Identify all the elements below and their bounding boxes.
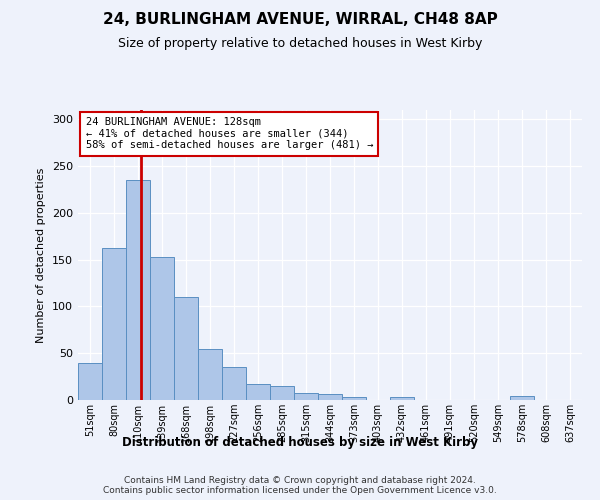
Bar <box>222 368 246 400</box>
Bar <box>78 362 102 400</box>
Bar <box>246 384 270 400</box>
Text: Size of property relative to detached houses in West Kirby: Size of property relative to detached ho… <box>118 38 482 51</box>
Bar <box>174 297 198 400</box>
Text: 24 BURLINGHAM AVENUE: 128sqm
← 41% of detached houses are smaller (344)
58% of s: 24 BURLINGHAM AVENUE: 128sqm ← 41% of de… <box>86 117 373 150</box>
Bar <box>390 397 414 400</box>
Text: Distribution of detached houses by size in West Kirby: Distribution of detached houses by size … <box>122 436 478 449</box>
Text: 24, BURLINGHAM AVENUE, WIRRAL, CH48 8AP: 24, BURLINGHAM AVENUE, WIRRAL, CH48 8AP <box>103 12 497 28</box>
Bar <box>510 396 534 400</box>
Text: Contains HM Land Registry data © Crown copyright and database right 2024.
Contai: Contains HM Land Registry data © Crown c… <box>103 476 497 495</box>
Y-axis label: Number of detached properties: Number of detached properties <box>37 168 46 342</box>
Bar <box>150 257 174 400</box>
Bar <box>270 386 294 400</box>
Bar <box>294 392 318 400</box>
Bar <box>198 348 222 400</box>
Bar <box>102 248 126 400</box>
Bar <box>318 394 342 400</box>
Bar <box>126 180 150 400</box>
Bar <box>342 397 366 400</box>
